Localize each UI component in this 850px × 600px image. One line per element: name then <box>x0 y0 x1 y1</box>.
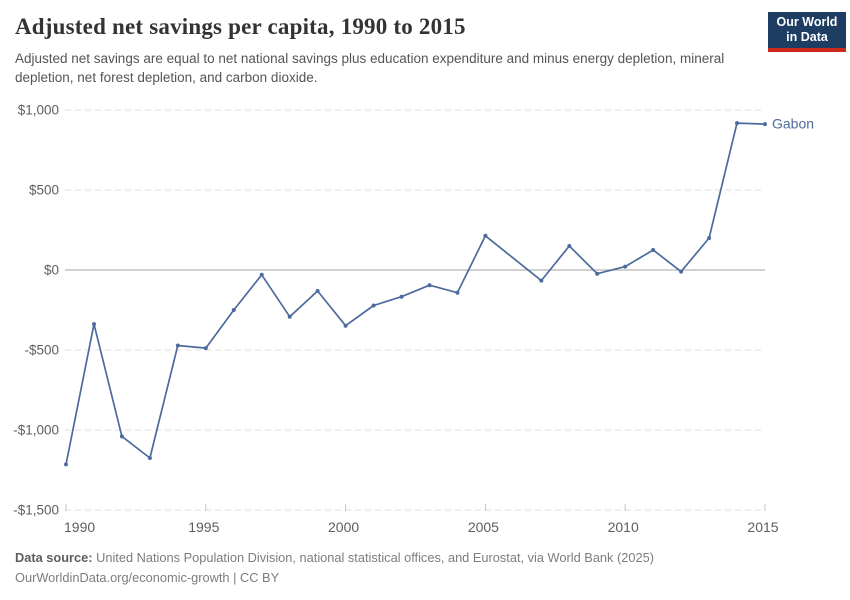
data-point[interactable] <box>399 294 404 299</box>
owid-logo-line1: Our World <box>776 15 838 30</box>
data-point[interactable] <box>315 289 320 293</box>
y-tick-label: $0 <box>44 263 59 278</box>
y-tick-label: -$1,000 <box>13 423 59 438</box>
page-title: Adjusted net savings per capita, 1990 to… <box>15 14 466 39</box>
data-point[interactable] <box>483 233 488 238</box>
data-source-label: Data source: <box>15 550 93 565</box>
data-source-text: United Nations Population Division, nati… <box>92 550 654 565</box>
data-point[interactable] <box>64 462 68 467</box>
line-chart[interactable]: $1,000 $500 $0 -$500 -$1,000 -$1,500 1990 1995 2… <box>0 95 850 547</box>
data-point[interactable] <box>92 322 96 327</box>
data-point[interactable] <box>455 290 460 295</box>
data-point[interactable] <box>147 456 152 460</box>
series-line[interactable] <box>65 122 766 466</box>
data-point[interactable] <box>651 248 656 252</box>
y-gridlines <box>65 109 765 511</box>
data-point[interactable] <box>567 244 572 248</box>
y-tick-label: -$500 <box>24 343 59 358</box>
data-point[interactable] <box>735 121 739 126</box>
data-point[interactable] <box>203 346 208 351</box>
y-tick-label: -$1,500 <box>13 503 59 518</box>
data-point[interactable] <box>763 122 767 127</box>
chart-header: Adjusted net savings per capita, 1990 to… <box>15 14 750 87</box>
x-tick-label: 1990 <box>64 519 95 535</box>
y-tick-label: $1,000 <box>18 103 59 118</box>
x-axis: 1990 1995 2000 2005 2010 2015 <box>64 504 779 535</box>
x-tick-label: 2000 <box>328 519 359 535</box>
x-tick-label: 1995 <box>188 519 219 535</box>
series-markers <box>64 121 767 467</box>
x-tick-label: 2005 <box>468 519 499 535</box>
data-source-line: Data source: United Nations Population D… <box>15 548 835 568</box>
data-point[interactable] <box>119 434 124 439</box>
data-point[interactable] <box>427 283 432 288</box>
chart-subtitle: Adjusted net savings are equal to net na… <box>15 51 725 86</box>
y-axis-labels: $1,000 $500 $0 -$500 -$1,000 -$1,500 <box>13 103 59 518</box>
series-end-label[interactable]: Gabon <box>772 116 814 132</box>
footer-note: OurWorldinData.org/economic-growth | CC … <box>15 570 280 586</box>
data-point[interactable] <box>707 236 712 240</box>
series-gabon[interactable]: Gabon <box>64 116 814 467</box>
data-point[interactable] <box>259 272 264 277</box>
data-point[interactable] <box>231 308 236 312</box>
data-point[interactable] <box>539 278 544 283</box>
data-point[interactable] <box>623 264 628 269</box>
x-tick-label: 2015 <box>747 519 778 535</box>
data-point[interactable] <box>175 343 180 348</box>
y-tick-label: $500 <box>29 183 59 198</box>
data-point[interactable] <box>595 271 600 276</box>
x-tick-label: 2010 <box>608 519 639 535</box>
data-point[interactable] <box>371 303 376 308</box>
chart-footer: Data source: United Nations Population D… <box>15 548 835 588</box>
data-point[interactable] <box>287 314 292 319</box>
data-point[interactable] <box>343 323 348 328</box>
owid-logo-line2: in Data <box>786 30 828 44</box>
owid-logo[interactable]: Our World in Data <box>768 12 846 52</box>
data-point[interactable] <box>679 269 684 274</box>
